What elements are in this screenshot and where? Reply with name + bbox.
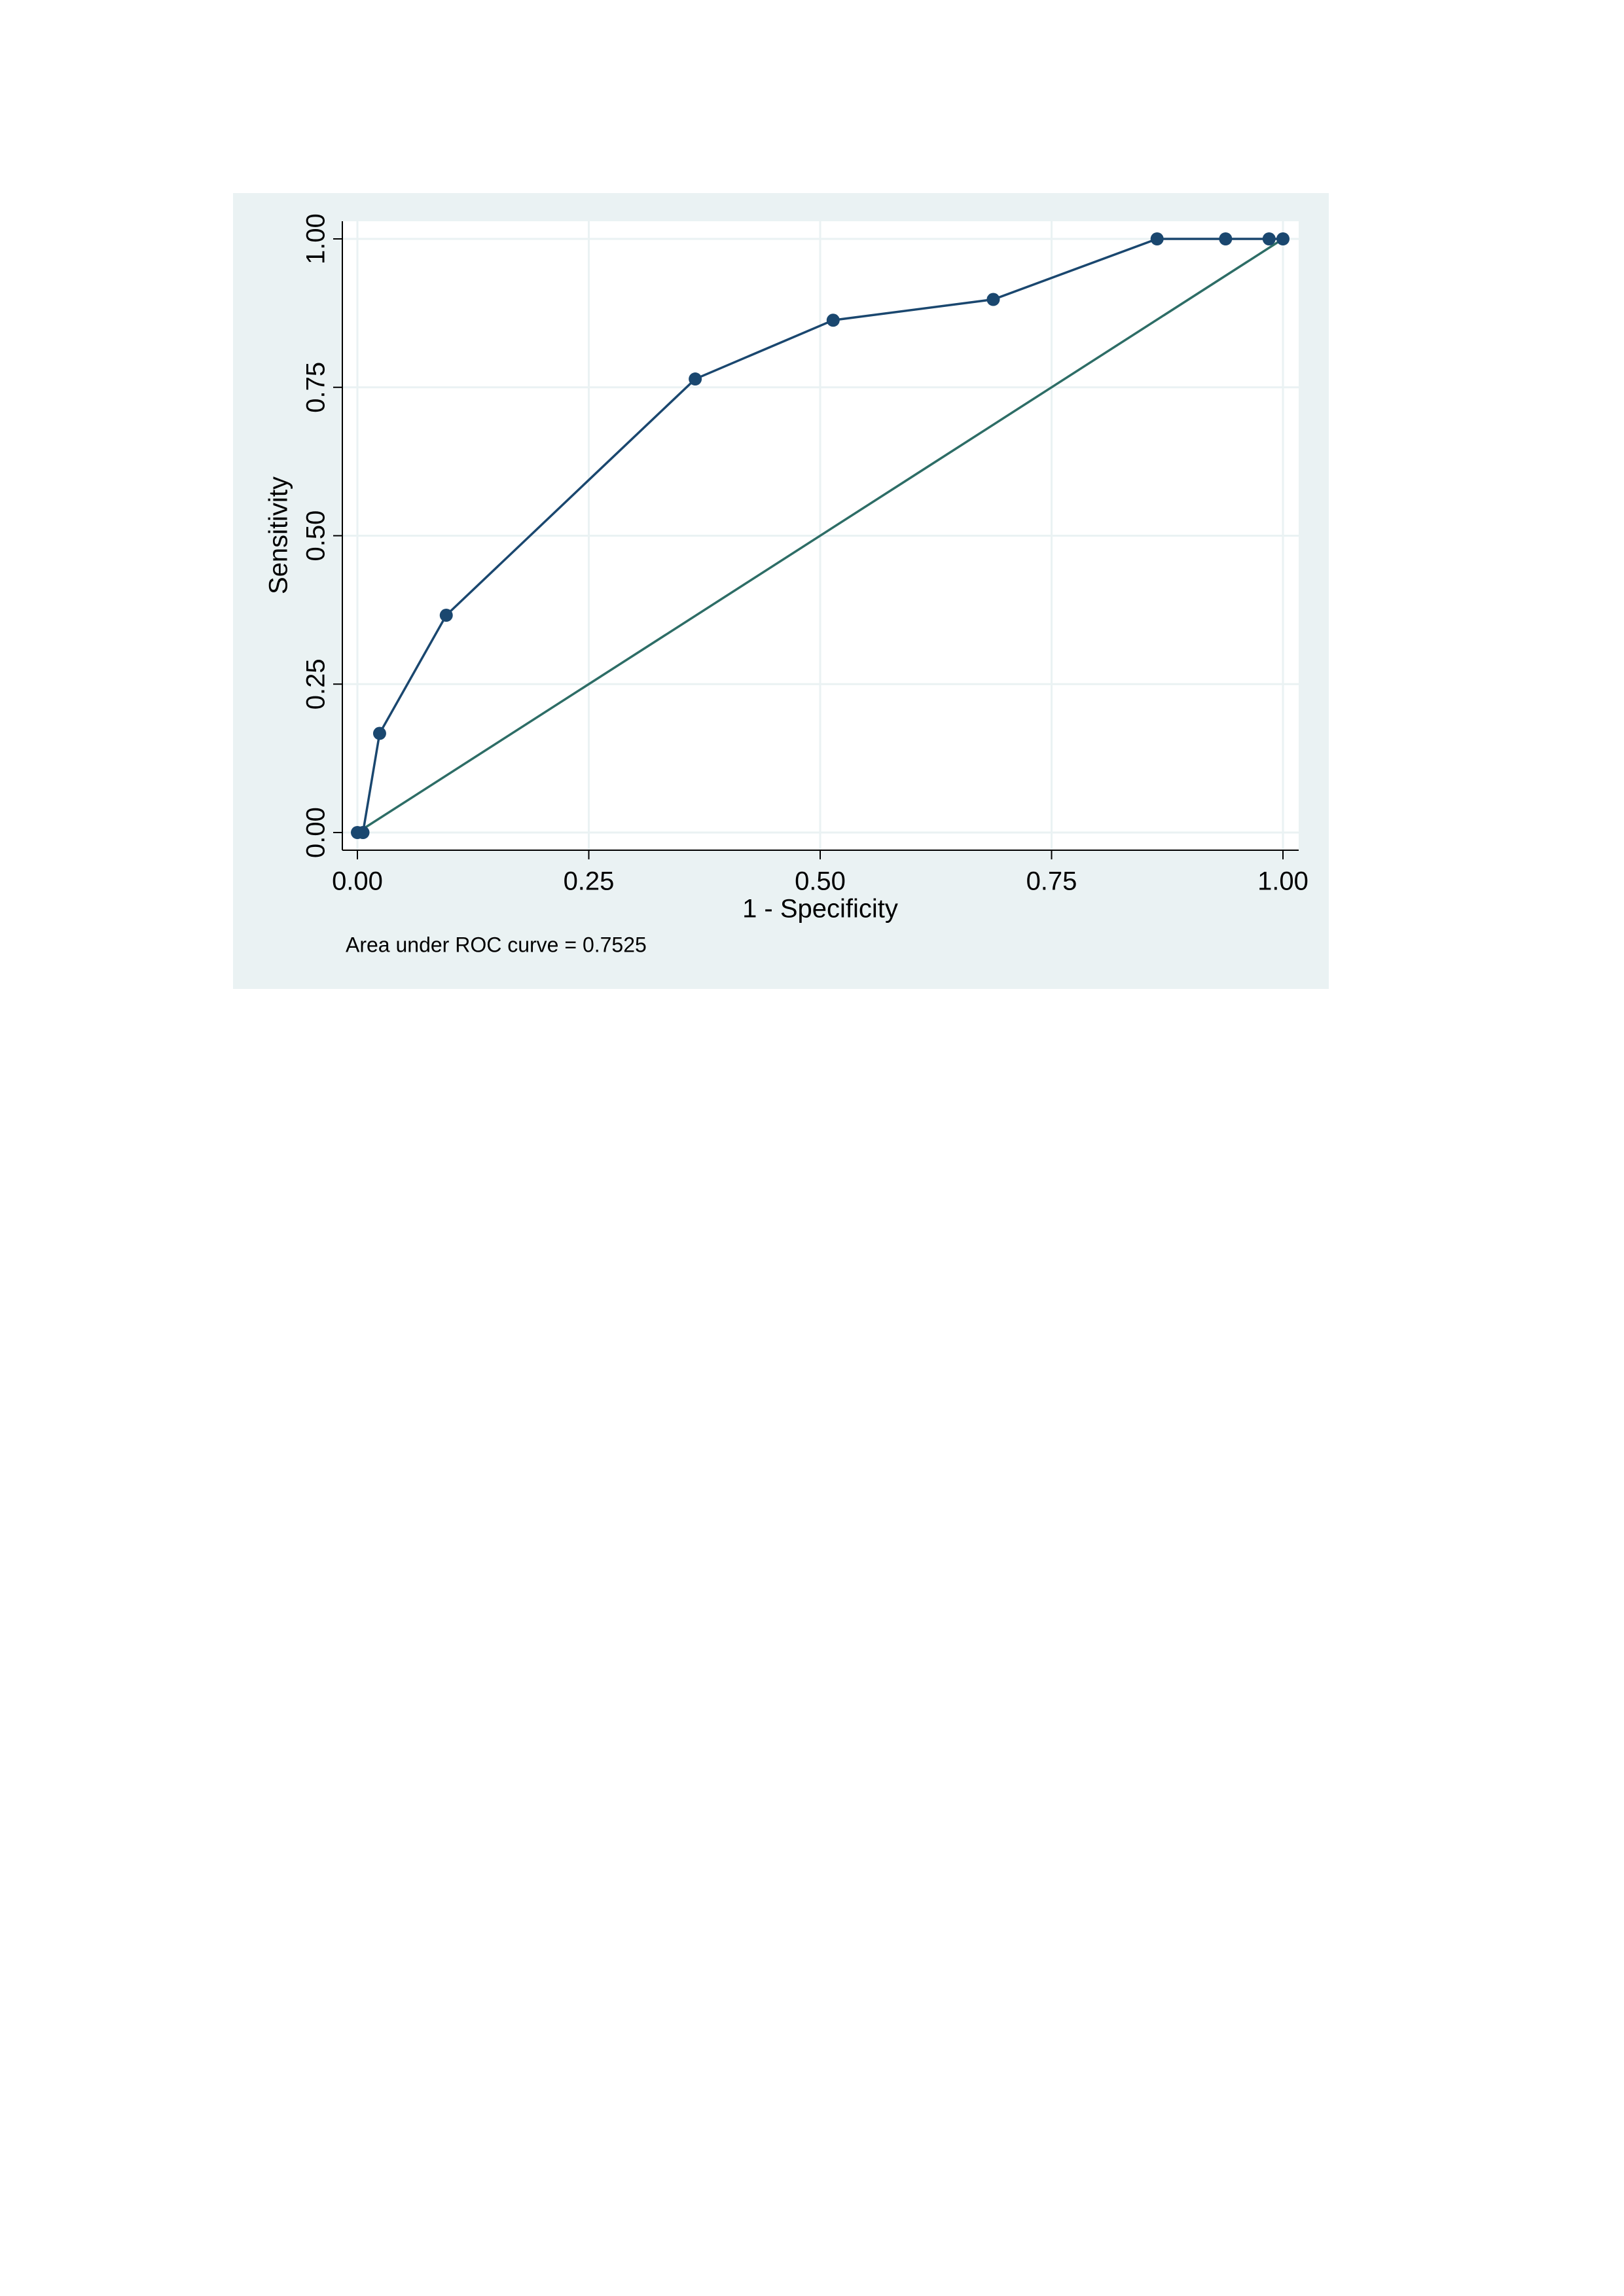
data-point [826,314,840,327]
y-tick-label: 0.75 [302,362,331,413]
x-tick-label: 0.75 [1026,867,1077,896]
data-point [1262,232,1276,245]
y-tick-label: 0.50 [302,511,331,562]
x-tick-label: 1.00 [1257,867,1308,896]
data-point [689,372,702,386]
x-tick-label: 0.00 [332,867,383,896]
y-tick-label: 0.25 [302,658,331,709]
y-tick-label: 0.00 [302,807,331,858]
data-point [439,609,453,622]
y-axis-label: Sensitivity [264,476,293,594]
note: Area under ROC curve = 0.7525 [346,933,647,956]
x-tick-label: 0.50 [795,867,846,896]
series-line [357,238,1284,834]
y-tick-label: 1.00 [302,213,331,264]
x-tick-label: 0.25 [564,867,615,896]
data-point [1219,232,1233,245]
data-point [986,293,1000,306]
data-point [1276,232,1290,245]
data-point [356,826,370,839]
data-point [372,726,386,740]
data-point [1150,232,1164,245]
x-axis-label: 1 - Specificity [742,895,898,924]
